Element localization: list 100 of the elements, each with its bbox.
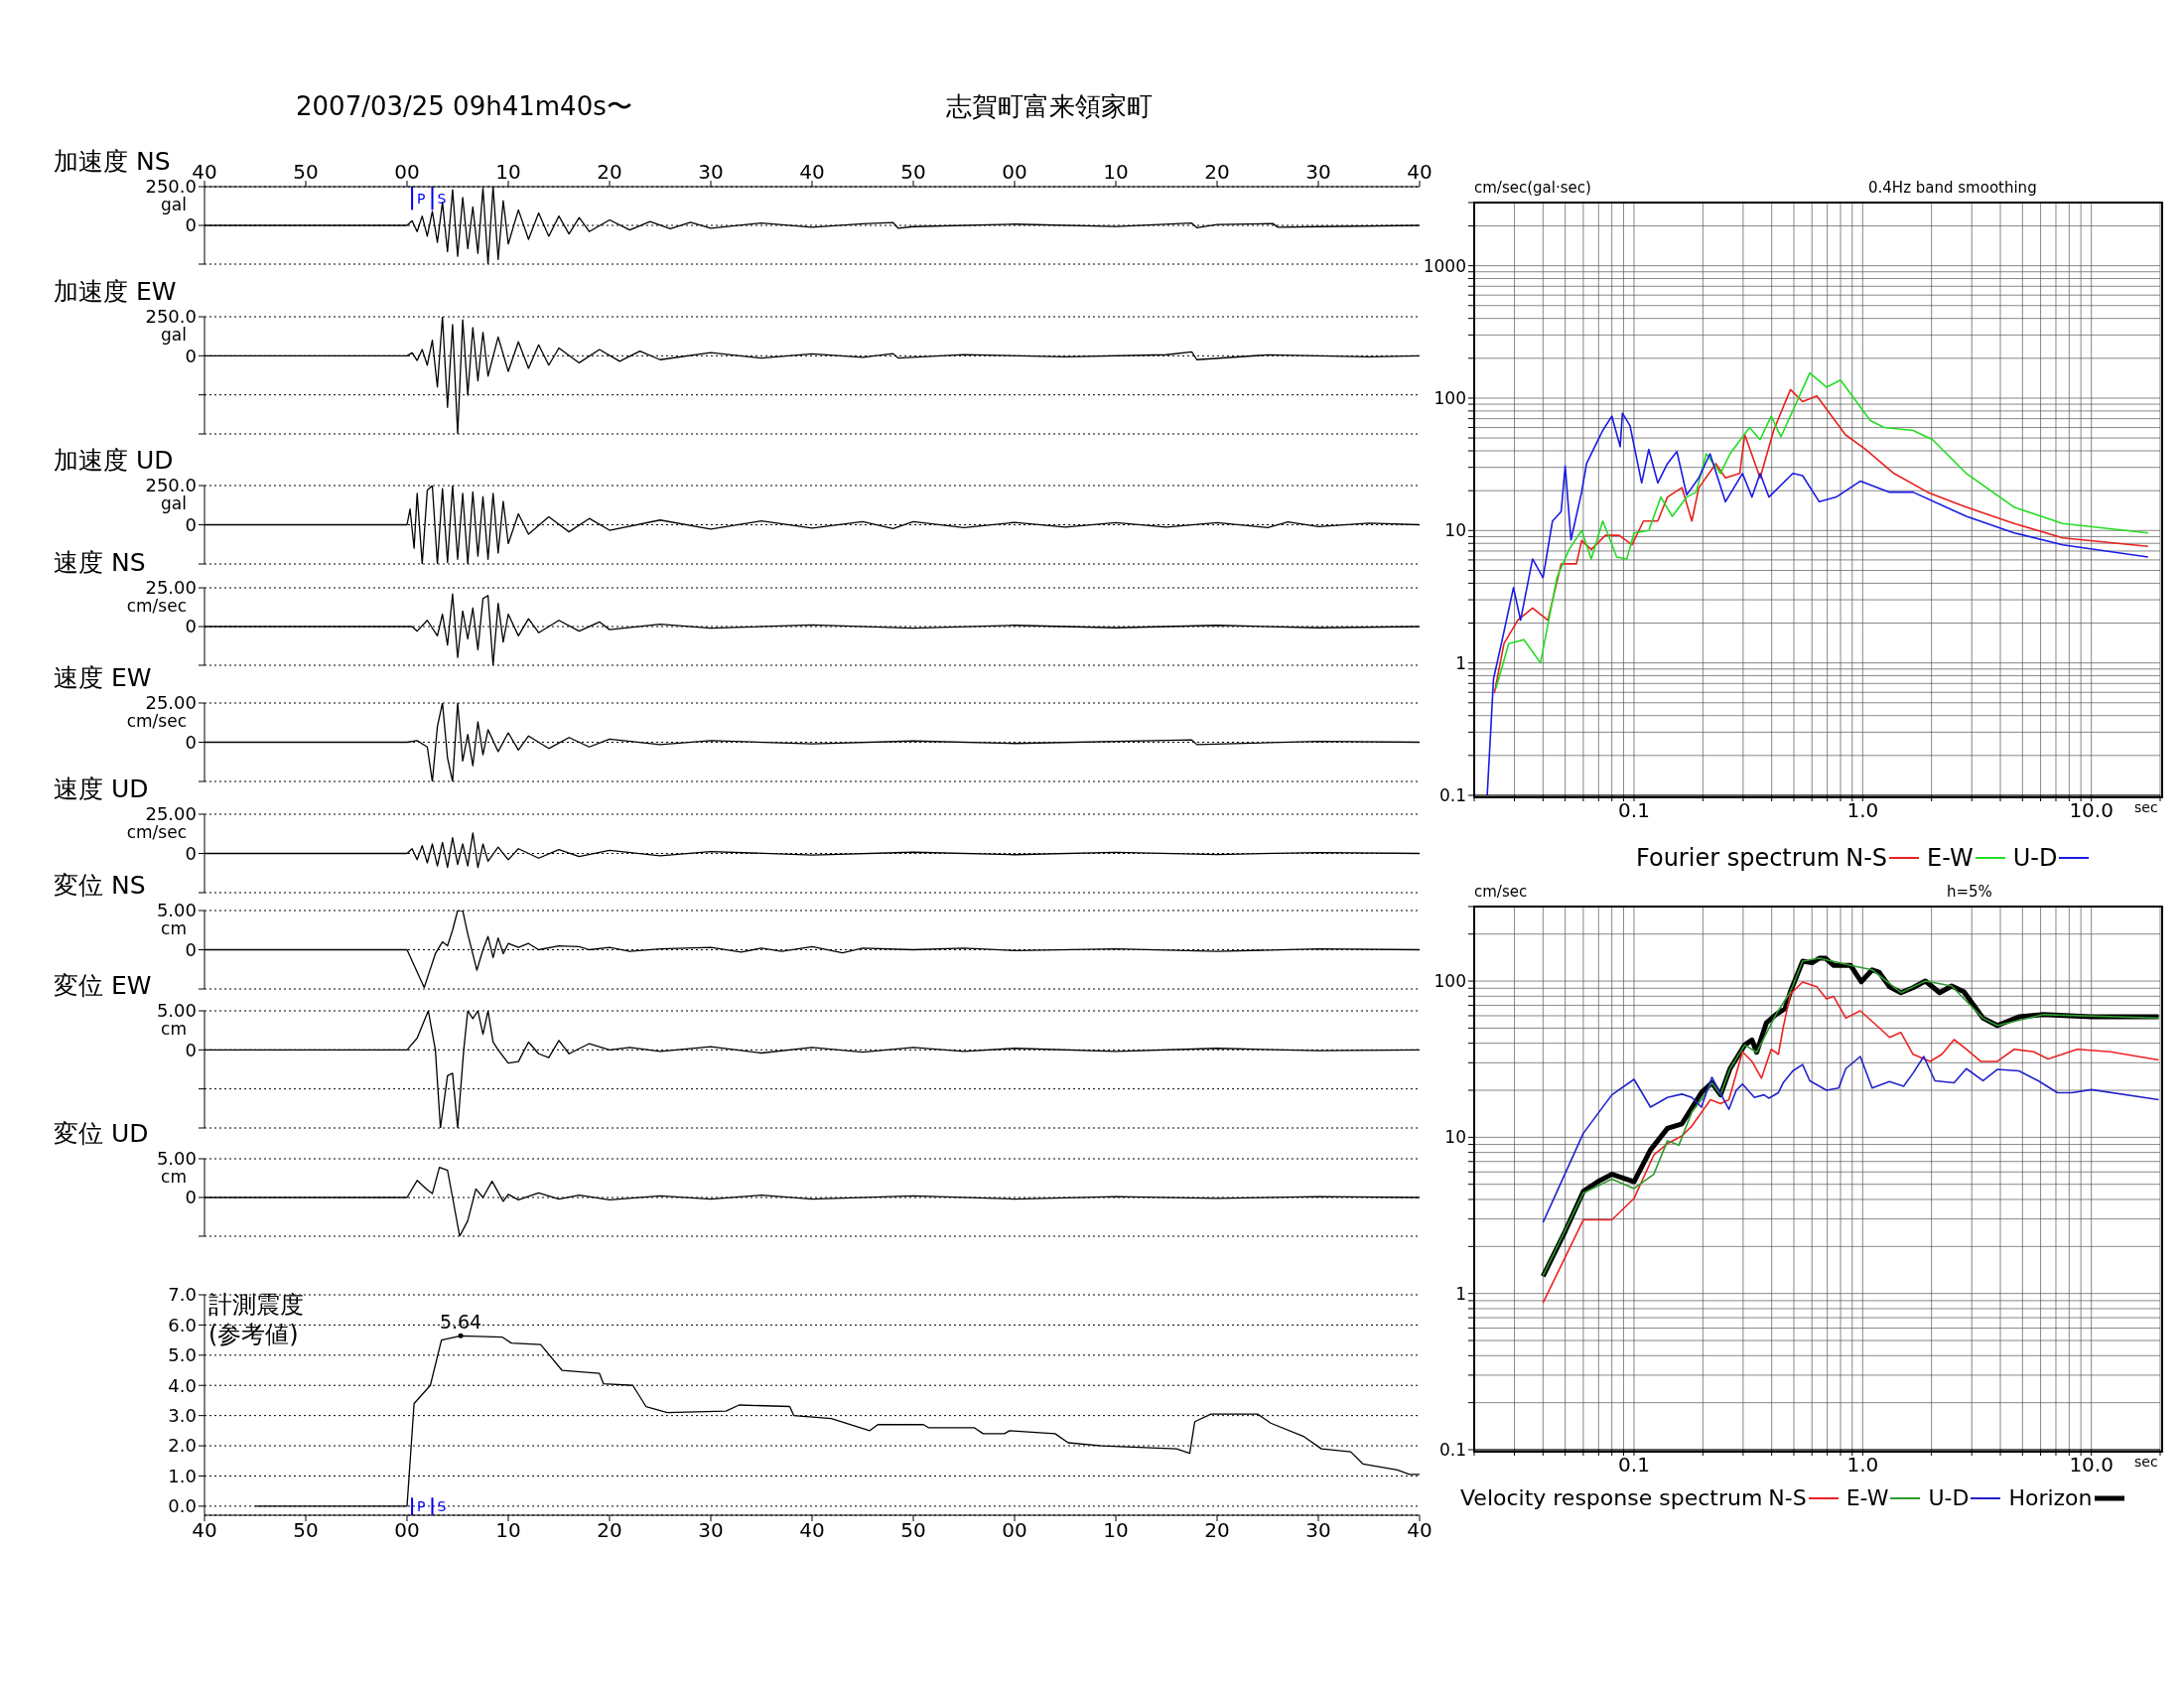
x-tick-label: 10 [495,160,521,184]
y-tick-label: 4.0 [168,1374,197,1396]
y-tick-label: 0 [185,513,197,535]
x-tick-label: 00 [394,160,420,184]
annotation: 5.64 [439,1310,482,1333]
y-axis-title: gal [160,493,187,513]
y-tick-label: 0 [185,842,197,864]
y-axis-title: cm/sec [125,596,187,616]
x-tick-label: 40 [799,1518,825,1543]
y-axis-title: cm [160,918,187,938]
legend-label: E-W [1845,1485,1889,1510]
legend-label: N-S [1845,844,1888,872]
y-tick-label: 5.0 [168,1344,197,1366]
y-tick-label: 0 [185,616,197,637]
x-tick-label: 40 [1407,1518,1433,1543]
x-tick-label: 0.1 [1618,798,1650,823]
chart-title: 加速度 UD [54,445,174,477]
y-tick-label: 5.00 [156,1000,197,1022]
y-tick-label: 1 [1455,1283,1466,1304]
x-tick-label: 30 [698,160,724,184]
ref-line-label: S [437,1498,447,1515]
x-tick-label: 50 [900,1518,926,1543]
y-tick-label: 0 [185,938,197,960]
y-axis-title: cm/sec [125,822,187,842]
y-tick-label: 0 [185,345,197,366]
x-tick-label: 50 [293,160,319,184]
y-tick-label: 0 [185,1039,197,1060]
ref-line-label: P [417,1498,426,1515]
y-axis-title: cm [160,1019,187,1039]
x-axis-title: sec [2134,799,2158,815]
legend-label: E-W [1927,844,1974,872]
y-tick-label: 5.00 [156,900,197,921]
y-tick-label: 5.00 [156,1148,197,1170]
x-tick-label: 30 [1305,1518,1331,1543]
text: 志賀町富来領家町 [946,90,1153,123]
chart-title: 計測震度 [208,1291,304,1319]
y-tick-label: 25.00 [145,803,197,825]
x-tick-label: 10 [1103,160,1129,184]
y-tick-label: 250.0 [145,176,197,198]
chart-title: 速度 NS [54,547,146,579]
x-tick-label: 10.0 [2069,1453,2114,1477]
x-tick-label: 30 [1305,160,1331,184]
y-tick-label: 100 [1433,971,1466,992]
x-tick-label: 10 [495,1518,521,1543]
y-tick-label: 1 [1455,652,1466,673]
y-tick-label: 25.00 [145,577,197,599]
chart-title: 変位 UD [54,1118,149,1150]
x-tick-label: 40 [192,1518,217,1543]
x-tick-label: 0.1 [1618,1453,1650,1477]
y-tick-label: 3.0 [168,1405,197,1427]
x-tick-label: 10.0 [2069,798,2114,823]
y-tick-label: 0.0 [168,1495,197,1517]
y-tick-label: 7.0 [168,1284,197,1306]
x-tick-label: 30 [698,1518,724,1543]
legend-label: Horizon [2008,1485,2093,1510]
x-tick-label: 00 [1002,160,1027,184]
y-tick-label: 250.0 [145,475,197,496]
chart-title: 変位 EW [54,970,152,1002]
x-tick-label: 20 [1204,160,1230,184]
y-tick-label: 10 [1444,1127,1466,1148]
y-tick-label: 25.00 [145,692,197,714]
x-axis-title: sec [2134,1454,2158,1470]
x-tick-label: 20 [1204,1518,1230,1543]
text: Velocity response spectrum [1460,1485,1763,1510]
legend-label: N-S [1768,1485,1807,1510]
y-tick-label: 0.1 [1438,1440,1466,1461]
y-tick-label: 0 [185,1187,197,1208]
chart-title: 速度 EW [54,662,152,694]
text: (参考値) [208,1320,299,1350]
x-tick-label: 1.0 [1846,1453,1879,1477]
x-tick-label: 50 [293,1518,319,1543]
y-tick-label: 2.0 [168,1435,197,1457]
y-tick-label: 6.0 [168,1314,197,1336]
x-tick-label: 40 [799,160,825,184]
chart-title: 加速度 EW [54,276,177,308]
ref-line-label: P [417,190,426,207]
y-tick-label: 0.1 [1438,785,1466,806]
ref-line-label: S [437,190,447,207]
y-tick-label: 1000 [1423,255,1466,276]
y-axis-title: cm/sec(gal·sec) [1474,179,1591,197]
x-tick-label: 00 [1002,1518,1027,1543]
x-tick-label: 20 [597,1518,622,1543]
y-tick-label: 250.0 [145,306,197,328]
chart-subtitle: h=5% [1947,883,1992,901]
x-tick-label: 20 [597,160,622,184]
chart-title: 変位 NS [54,870,146,902]
text: Fourier spectrum [1636,844,1841,872]
legend-label: U-D [2012,844,2058,872]
chart-subtitle: 0.4Hz band smoothing [1868,179,2037,197]
y-axis-title: cm/sec [125,711,187,731]
x-tick-label: 1.0 [1846,798,1879,823]
legend-label: U-D [1928,1485,1970,1510]
y-axis-title: cm [160,1167,187,1187]
y-axis-title: cm/sec [1474,883,1528,901]
y-tick-label: 100 [1433,388,1466,408]
x-tick-label: 40 [1407,160,1433,184]
y-tick-label: 0 [185,214,197,236]
x-tick-label: 00 [394,1518,420,1543]
y-axis-title: gal [160,195,187,214]
text: 2007/03/25 09h41m40s〜 [296,90,632,123]
